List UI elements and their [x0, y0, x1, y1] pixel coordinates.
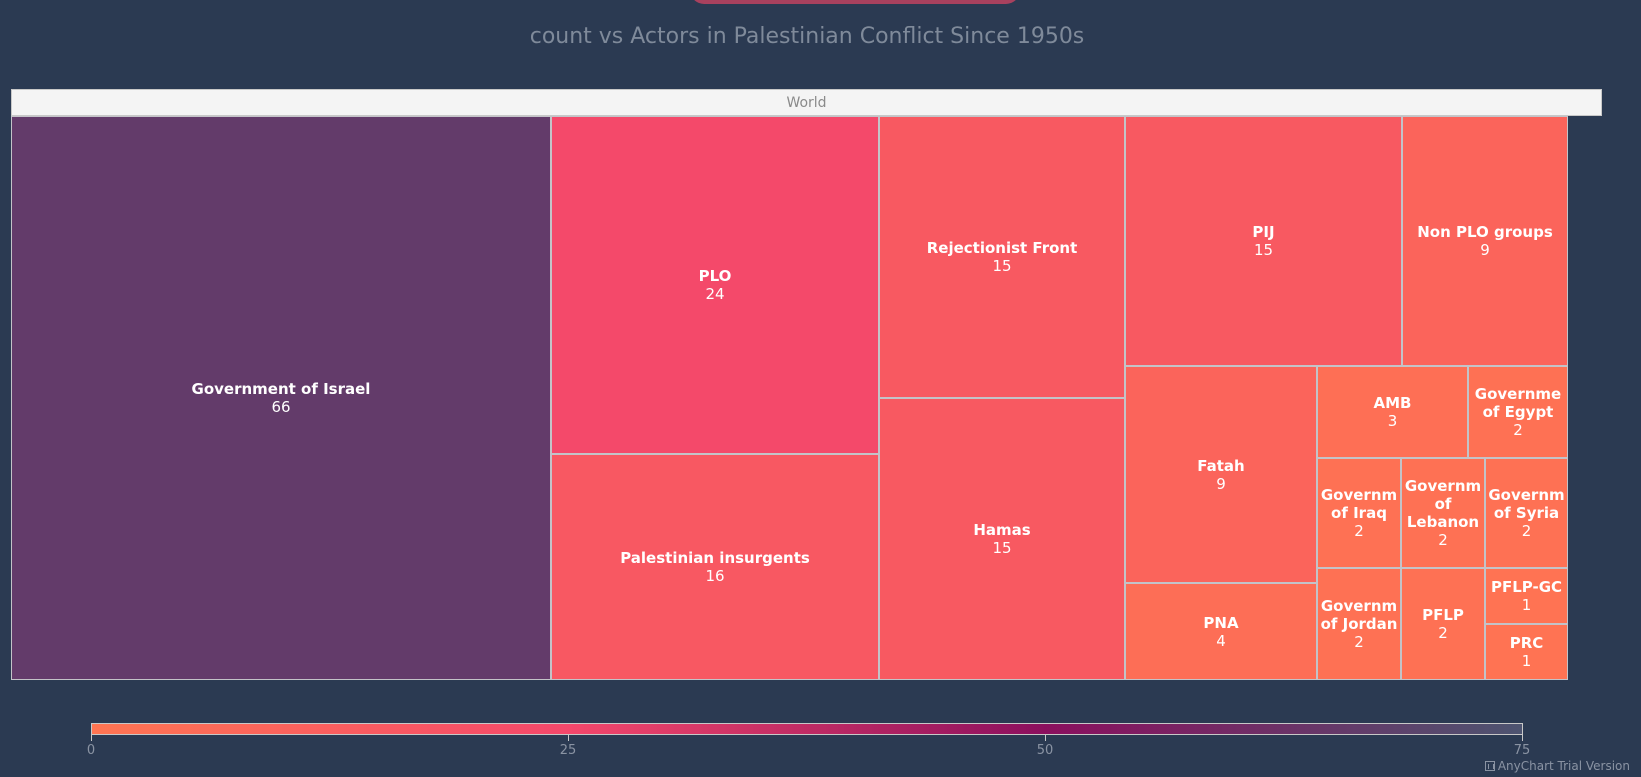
- tile-label: PFLP 2: [1420, 606, 1466, 642]
- header-decoration: [690, 0, 1020, 4]
- scale-tick-label: 75: [1513, 743, 1531, 758]
- color-scale-bar: [91, 723, 1523, 735]
- tile-name: PRC: [1509, 634, 1544, 652]
- tile-value: 2: [1354, 633, 1364, 651]
- treemap-root-header[interactable]: World: [11, 89, 1602, 116]
- credits[interactable]: AnyChart Trial Version: [1484, 759, 1630, 773]
- tile-label: PIJ 15: [1250, 223, 1276, 259]
- tile-label: Governme of Egypt 2: [1469, 385, 1567, 439]
- tile-label: PFLP-GC 1: [1489, 578, 1564, 614]
- tile-name: Governm of Syria: [1488, 486, 1565, 522]
- tile-value: 15: [992, 257, 1012, 275]
- tile-label: Government of Israel 66: [190, 380, 373, 416]
- tile-label: Rejectionist Front 15: [925, 239, 1080, 275]
- treemap-tile[interactable]: Governme of Egypt 2: [1468, 366, 1568, 458]
- tile-name: Governme of Egypt: [1474, 385, 1562, 421]
- treemap-tile[interactable]: Governm of Jordan 2: [1317, 568, 1401, 680]
- scale-tick-label: 25: [559, 743, 577, 758]
- tile-label: Hamas 15: [971, 521, 1032, 557]
- tile-value: 15: [992, 539, 1012, 557]
- chart-icon: [1484, 761, 1495, 771]
- tile-label: Fatah 9: [1195, 457, 1246, 493]
- tile-value: 3: [1387, 412, 1398, 430]
- scale-tick: [1045, 735, 1046, 741]
- treemap-tile[interactable]: Hamas 15: [879, 398, 1125, 680]
- tile-value: 1: [1521, 652, 1532, 670]
- tile-value: 9: [1216, 474, 1226, 493]
- tile-value: 2: [1513, 421, 1523, 439]
- tile-label: Palestinian insurgents 16: [618, 549, 812, 585]
- tile-value: 9: [1480, 241, 1490, 259]
- treemap-tile[interactable]: PFLP-GC 1: [1485, 568, 1568, 624]
- tile-label: Governm of Syria 2: [1486, 486, 1567, 540]
- scale-tick: [1522, 735, 1523, 741]
- treemap-tile[interactable]: PFLP 2: [1401, 568, 1485, 680]
- tile-value: 2: [1521, 522, 1532, 540]
- tile-name: Governm of Jordan: [1320, 597, 1398, 633]
- tile-value: 66: [271, 398, 291, 416]
- tile-label: AMB 3: [1372, 394, 1414, 430]
- tile-name: PIJ: [1252, 223, 1275, 241]
- tile-name: PFLP-GC: [1490, 578, 1563, 596]
- tile-name: Government of Israel: [191, 380, 371, 398]
- tile-name: PLO: [698, 267, 732, 285]
- tile-value: 15: [1253, 241, 1274, 259]
- tile-label: Governm of Lebanon 2: [1402, 477, 1484, 549]
- tile-label: Governm of Iraq 2: [1318, 486, 1400, 540]
- tile-label: PRC 1: [1508, 634, 1546, 670]
- tile-label: Governm of Jordan 2: [1318, 597, 1400, 651]
- tile-value: 2: [1354, 522, 1364, 540]
- treemap-tile[interactable]: Government of Israel 66: [11, 116, 551, 680]
- chart-title: count vs Actors in Palestinian Conflict …: [529, 24, 1085, 49]
- tile-name: Governm of Iraq: [1320, 486, 1398, 522]
- tile-value: 1: [1521, 596, 1532, 614]
- credits-label: AnyChart Trial Version: [1497, 759, 1630, 773]
- tile-label: PNA 4: [1201, 614, 1240, 650]
- treemap-tile[interactable]: Rejectionist Front 15: [879, 116, 1125, 398]
- tile-value: 2: [1438, 624, 1448, 642]
- tile-value: 2: [1438, 531, 1448, 549]
- tile-value: 4: [1216, 631, 1226, 650]
- tile-value: 16: [705, 567, 725, 585]
- treemap-tile[interactable]: Palestinian insurgents 16: [551, 454, 879, 680]
- tile-name: AMB: [1373, 394, 1412, 412]
- treemap-tile[interactable]: PRC 1: [1485, 624, 1568, 680]
- treemap-tile[interactable]: Governm of Syria 2: [1485, 458, 1568, 568]
- treemap-tile[interactable]: AMB 3: [1317, 366, 1468, 458]
- scale-tick-label: 0: [86, 743, 96, 758]
- tile-name: Non PLO groups: [1417, 223, 1553, 241]
- scale-tick: [91, 735, 92, 741]
- tile-label: PLO 24: [697, 267, 734, 303]
- tile-name: PNA: [1203, 613, 1239, 632]
- tile-value: 24: [705, 285, 725, 303]
- tile-name: PFLP: [1422, 606, 1464, 624]
- treemap-tile[interactable]: Governm of Lebanon 2: [1401, 458, 1485, 568]
- treemap-tile[interactable]: Non PLO groups 9: [1402, 116, 1568, 366]
- treemap-tile[interactable]: PNA 4: [1125, 583, 1317, 680]
- treemap-tile[interactable]: Governm of Iraq 2: [1317, 458, 1401, 568]
- scale-tick-label: 50: [1036, 743, 1054, 758]
- tile-label: Non PLO groups 9: [1415, 223, 1555, 259]
- tile-name: Hamas: [973, 521, 1031, 539]
- tile-name: Palestinian insurgents: [620, 549, 810, 567]
- treemap-tile[interactable]: PIJ 15: [1125, 116, 1402, 366]
- scale-tick: [568, 735, 569, 741]
- treemap-tile[interactable]: Fatah 9: [1125, 366, 1317, 583]
- tile-name: Rejectionist Front: [926, 239, 1078, 257]
- tile-name: Fatah: [1197, 456, 1245, 475]
- treemap-tile[interactable]: PLO 24: [551, 116, 879, 454]
- tile-name: Governm of Lebanon: [1404, 477, 1482, 531]
